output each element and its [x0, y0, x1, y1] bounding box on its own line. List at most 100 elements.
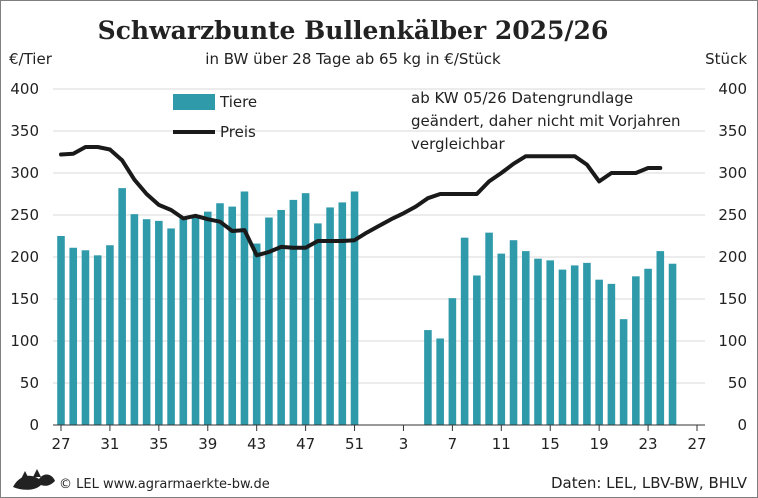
- y-right-axis: 0 50 100 150 200 250 300 350 400: [718, 80, 747, 434]
- bar-week-16: [558, 269, 567, 425]
- bar-week-31: [106, 245, 114, 425]
- y-left-tick-label: 50: [20, 374, 39, 392]
- y-left-tick-label: 150: [10, 290, 39, 308]
- bar-week-30: [93, 255, 102, 425]
- bar-week-48: [314, 223, 322, 425]
- bar-week-29: [81, 250, 90, 425]
- x-tick-label: 15: [541, 435, 560, 453]
- bar-week-28: [69, 247, 78, 425]
- y-right-tick-label: 250: [718, 206, 747, 224]
- bar-week-20: [607, 283, 616, 425]
- bar-week-35: [155, 220, 163, 425]
- y-left-unit: €/Tier: [9, 50, 53, 68]
- bar-week-7: [448, 298, 457, 425]
- bar-week-22: [632, 276, 640, 425]
- x-tick-label: 35: [149, 435, 168, 453]
- bar-week-13: [521, 251, 530, 425]
- x-tick-label: 47: [296, 435, 315, 453]
- bar-week-23: [644, 268, 652, 425]
- bar-week-6: [436, 338, 444, 425]
- chart-title: Schwarzbunte Bullenkälber 2025/26: [98, 16, 609, 45]
- y-right-tick-label: 400: [718, 80, 747, 98]
- bar-week-21: [619, 319, 628, 425]
- bar-week-18: [583, 262, 591, 425]
- bar-week-45: [277, 209, 285, 425]
- x-tick-label: 51: [345, 435, 364, 453]
- x-tick-label: 27: [687, 435, 706, 453]
- bar-week-33: [130, 214, 139, 425]
- legend-swatch-tiere: [173, 94, 215, 110]
- bar-week-19: [595, 279, 603, 425]
- y-right-tick-label: 300: [718, 164, 747, 182]
- bar-series-tiere: [57, 188, 677, 425]
- legend-label-preis: Preis: [220, 123, 256, 141]
- bar-week-8: [460, 237, 469, 425]
- x-tick-label: 7: [448, 435, 458, 453]
- y-left-tick-label: 200: [10, 248, 39, 266]
- bar-week-37: [179, 217, 188, 425]
- bar-week-24: [656, 251, 665, 425]
- y-left-tick-label: 400: [10, 80, 39, 98]
- y-right-tick-label: 150: [718, 290, 747, 308]
- bar-week-42: [240, 191, 249, 425]
- y-right-tick-label: 50: [728, 374, 747, 392]
- bar-week-39: [203, 211, 212, 425]
- footer-copyright: © LEL www.agrarmaerkte-bw.de: [59, 477, 270, 492]
- x-axis: 27 31 35 39 43 47 51 3 7 11 15 19 23 27: [51, 425, 707, 453]
- bar-week-41: [228, 206, 237, 425]
- bar-week-36: [167, 228, 175, 425]
- bar-week-40: [216, 203, 224, 425]
- bar-week-34: [142, 219, 151, 425]
- y-left-tick-label: 300: [10, 164, 39, 182]
- x-tick-label: 23: [639, 435, 658, 453]
- y-right-tick-label: 0: [737, 416, 747, 434]
- y-right-tick-label: 100: [718, 332, 747, 350]
- y-right-unit: Stück: [705, 50, 747, 68]
- bar-week-46: [289, 199, 298, 425]
- legend-label-tiere: Tiere: [219, 93, 257, 111]
- x-tick-label: 39: [198, 435, 217, 453]
- y-left-tick-label: 250: [10, 206, 39, 224]
- annotation-line-3: vergleichbar: [411, 135, 506, 153]
- bar-week-38: [191, 217, 200, 425]
- bar-week-43: [252, 243, 261, 425]
- bar-week-49: [326, 207, 334, 425]
- annotation-line-1: ab KW 05/26 Datengrundlage: [411, 89, 633, 107]
- x-tick-label: 19: [590, 435, 609, 453]
- bar-week-9: [473, 275, 481, 425]
- annotation-line-2: geändert, daher nicht mit Vorjahren: [411, 112, 681, 130]
- bar-week-11: [497, 253, 506, 425]
- grid-lines: [53, 88, 705, 384]
- bar-week-32: [118, 188, 126, 425]
- legend: Tiere Preis: [173, 93, 257, 141]
- x-tick-label: 31: [100, 435, 119, 453]
- footer-source: Daten: LEL, LBV-BW, BHLV: [551, 474, 748, 492]
- x-tick-label: 43: [247, 435, 266, 453]
- y-left-axis: 0 50 100 150 200 250 300 350 400: [10, 80, 39, 434]
- y-right-tick-label: 200: [718, 248, 747, 266]
- y-right-tick-label: 350: [718, 122, 747, 140]
- bar-week-5: [424, 330, 432, 425]
- chart-subtitle: in BW über 28 Tage ab 65 kg in €/Stück: [205, 50, 501, 68]
- bar-week-25: [668, 263, 677, 425]
- bar-week-50: [338, 202, 347, 425]
- bar-week-15: [546, 260, 555, 425]
- y-left-tick-label: 350: [10, 122, 39, 140]
- y-left-tick-label: 100: [10, 332, 39, 350]
- bar-week-44: [265, 217, 273, 425]
- x-tick-label: 3: [399, 435, 409, 453]
- bar-week-47: [301, 193, 310, 425]
- annotation: ab KW 05/26 Datengrundlage geändert, dah…: [411, 89, 681, 153]
- x-tick-label: 11: [492, 435, 511, 453]
- line-series-preis: [59, 145, 663, 258]
- bar-week-14: [534, 258, 542, 425]
- y-left-tick-label: 0: [29, 416, 39, 434]
- bar-week-27: [57, 236, 65, 425]
- bar-week-51: [350, 191, 359, 425]
- x-tick-label: 27: [51, 435, 70, 453]
- bar-week-17: [570, 265, 579, 425]
- bar-week-12: [509, 240, 518, 425]
- bar-week-10: [485, 232, 493, 425]
